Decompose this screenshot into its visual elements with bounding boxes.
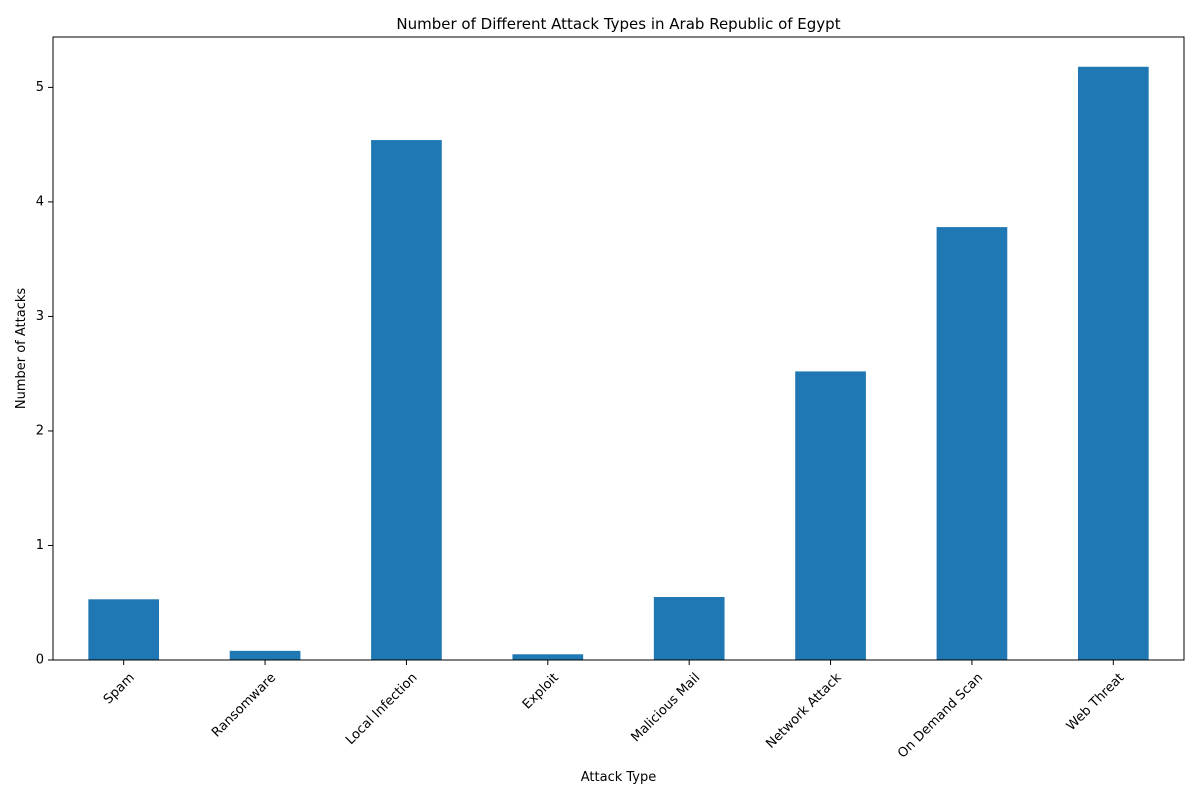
bar-exploit xyxy=(512,654,584,660)
x-tick-label: Network Attack xyxy=(763,670,845,752)
x-tick-label: Web Threat xyxy=(1064,670,1127,733)
y-tick-label: 1 xyxy=(36,538,44,553)
y-axis: 0 1 2 3 4 5 xyxy=(36,80,53,668)
bar-network-attack xyxy=(795,371,866,660)
x-tick-label: On Demand Scan xyxy=(895,670,986,761)
bar-web-threat xyxy=(1077,66,1149,660)
y-tick-label: 5 xyxy=(36,80,44,95)
y-tick-label: 0 xyxy=(36,653,44,668)
x-tick-label: Malicious Mail xyxy=(629,670,704,745)
bar-on-demand-scan xyxy=(936,227,1008,660)
x-tick-label: Ransomware xyxy=(209,670,279,740)
y-tick-label: 3 xyxy=(36,309,44,324)
y-axis-label: Number of Attacks xyxy=(14,288,29,410)
x-tick-label: Spam xyxy=(101,670,138,707)
bars-group xyxy=(88,66,1149,661)
x-tick-label: Local Infection xyxy=(343,670,420,747)
bar-ransomware xyxy=(229,650,301,660)
x-axis-label: Attack Type xyxy=(581,770,657,785)
x-axis: Spam Ransomware Local Infection Exploit Mali… xyxy=(101,660,1127,761)
bar-local-infection xyxy=(371,140,442,661)
plot-area-frame xyxy=(52,36,1185,661)
chart-title: Number of Different Attack Types in Arab… xyxy=(396,15,840,33)
bar-malicious-mail xyxy=(653,597,725,660)
y-tick-label: 4 xyxy=(36,194,44,209)
x-tick-label: Exploit xyxy=(520,670,562,712)
bar-spam xyxy=(88,599,160,660)
y-tick-label: 2 xyxy=(36,423,44,438)
